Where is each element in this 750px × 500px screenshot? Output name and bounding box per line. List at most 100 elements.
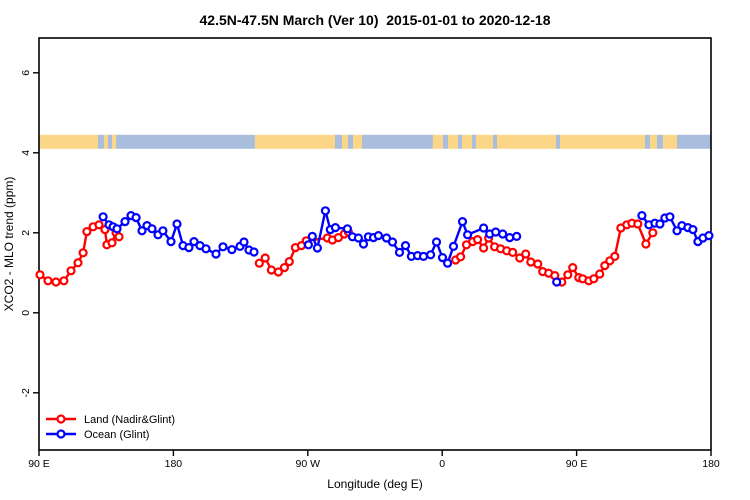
data-point: [137, 226, 147, 236]
y-tick-label: -2: [20, 388, 32, 397]
data-point: [112, 224, 122, 234]
data-point: [552, 277, 562, 287]
data-point: [78, 248, 88, 258]
data-point: [35, 270, 45, 280]
data-point: [479, 243, 489, 253]
data-point: [82, 227, 92, 237]
chart-generated-data: [35, 206, 714, 287]
x-tick-label: 90 E: [566, 458, 588, 470]
data-point: [166, 237, 176, 247]
strip-segment-land: [353, 134, 363, 149]
data-point: [568, 263, 578, 273]
data-point: [201, 244, 211, 254]
data-point: [533, 259, 543, 269]
data-point: [508, 247, 518, 257]
strip-segment-land: [341, 134, 348, 149]
data-point: [120, 217, 130, 227]
data-point: [394, 247, 405, 257]
strip-segment-land: [462, 134, 473, 149]
data-point: [512, 231, 522, 241]
legend: Land (Nadir&Glint) Ocean (Glint): [46, 414, 175, 441]
data-point: [98, 212, 108, 222]
strip-segment-land: [39, 134, 98, 149]
chart-generated-background: 90 E 180 90 W 0 90 E 180 -2 0 2 4 6: [20, 37, 720, 470]
x-tick-label: 90 E: [28, 458, 50, 470]
data-point: [307, 231, 317, 241]
data-point: [610, 251, 620, 261]
data-point: [637, 211, 647, 221]
strip-segment-land: [103, 134, 108, 149]
y-tick-label: 0: [20, 310, 32, 316]
data-point: [704, 231, 714, 241]
data-point: [227, 245, 237, 255]
data-point: [437, 253, 448, 263]
data-point: [426, 250, 436, 260]
data-point: [418, 251, 429, 261]
data-point: [463, 230, 473, 240]
data-point: [114, 232, 124, 242]
y-tick-label: 2: [20, 230, 32, 236]
strip-segment-land: [432, 134, 443, 149]
strip-segment-ocean: [644, 134, 651, 149]
legend-symbols: [46, 414, 76, 439]
strip-segment-ocean: [116, 134, 255, 149]
data-point: [479, 223, 489, 233]
strip-segment-ocean: [656, 134, 663, 149]
data-point: [589, 274, 599, 284]
data-point: [249, 247, 259, 257]
data-point: [254, 258, 264, 268]
data-point: [172, 219, 182, 229]
data-point: [387, 237, 398, 247]
data-point: [260, 253, 270, 263]
y-tick-label: 6: [20, 70, 32, 76]
strip-segment-land: [650, 134, 657, 149]
x-tick-label: 90 W: [296, 458, 321, 470]
data-point: [51, 277, 61, 287]
data-point: [431, 237, 442, 247]
data-point: [284, 257, 294, 267]
legend-marker: [56, 414, 66, 424]
data-point: [473, 235, 483, 245]
data-point: [330, 223, 340, 233]
strip-segment-land: [662, 134, 677, 149]
data-point: [94, 220, 104, 230]
data-point: [43, 276, 53, 286]
strip-segment-ocean: [555, 134, 561, 149]
x-tick-label: 180: [165, 458, 183, 470]
strip-segment-ocean: [347, 134, 354, 149]
y-tick-label: 4: [20, 150, 32, 156]
data-point: [189, 237, 199, 247]
data-point: [342, 224, 352, 234]
data-point: [358, 239, 369, 249]
data-point: [312, 243, 322, 253]
ocean-series: [98, 206, 714, 287]
data-point: [147, 224, 157, 234]
data-point: [373, 231, 383, 241]
strip-segment-land: [497, 134, 556, 149]
strip-segment-ocean: [107, 134, 113, 149]
strip-segment-ocean: [458, 134, 463, 149]
data-point: [279, 263, 289, 273]
strip-segment-ocean: [362, 134, 433, 149]
strip-segment-ocean: [492, 134, 498, 149]
x-tick-label: 0: [439, 458, 445, 470]
land-series: [35, 218, 658, 287]
data-point: [381, 233, 392, 243]
data-point: [273, 267, 283, 277]
data-point: [107, 238, 117, 248]
data-point: [688, 225, 698, 235]
data-point: [303, 240, 313, 250]
data-point: [648, 228, 658, 238]
data-point: [672, 226, 682, 236]
data-point: [457, 217, 468, 227]
data-point: [239, 237, 249, 247]
surface-type-strip: [39, 134, 711, 149]
data-point: [184, 243, 194, 253]
data-point: [498, 229, 508, 239]
data-point: [158, 226, 168, 236]
strip-segment-land: [560, 134, 645, 149]
data-point: [211, 249, 221, 259]
data-point: [521, 249, 531, 259]
data-point: [353, 233, 363, 243]
legend-label-ocean: Ocean (Glint): [84, 429, 149, 441]
